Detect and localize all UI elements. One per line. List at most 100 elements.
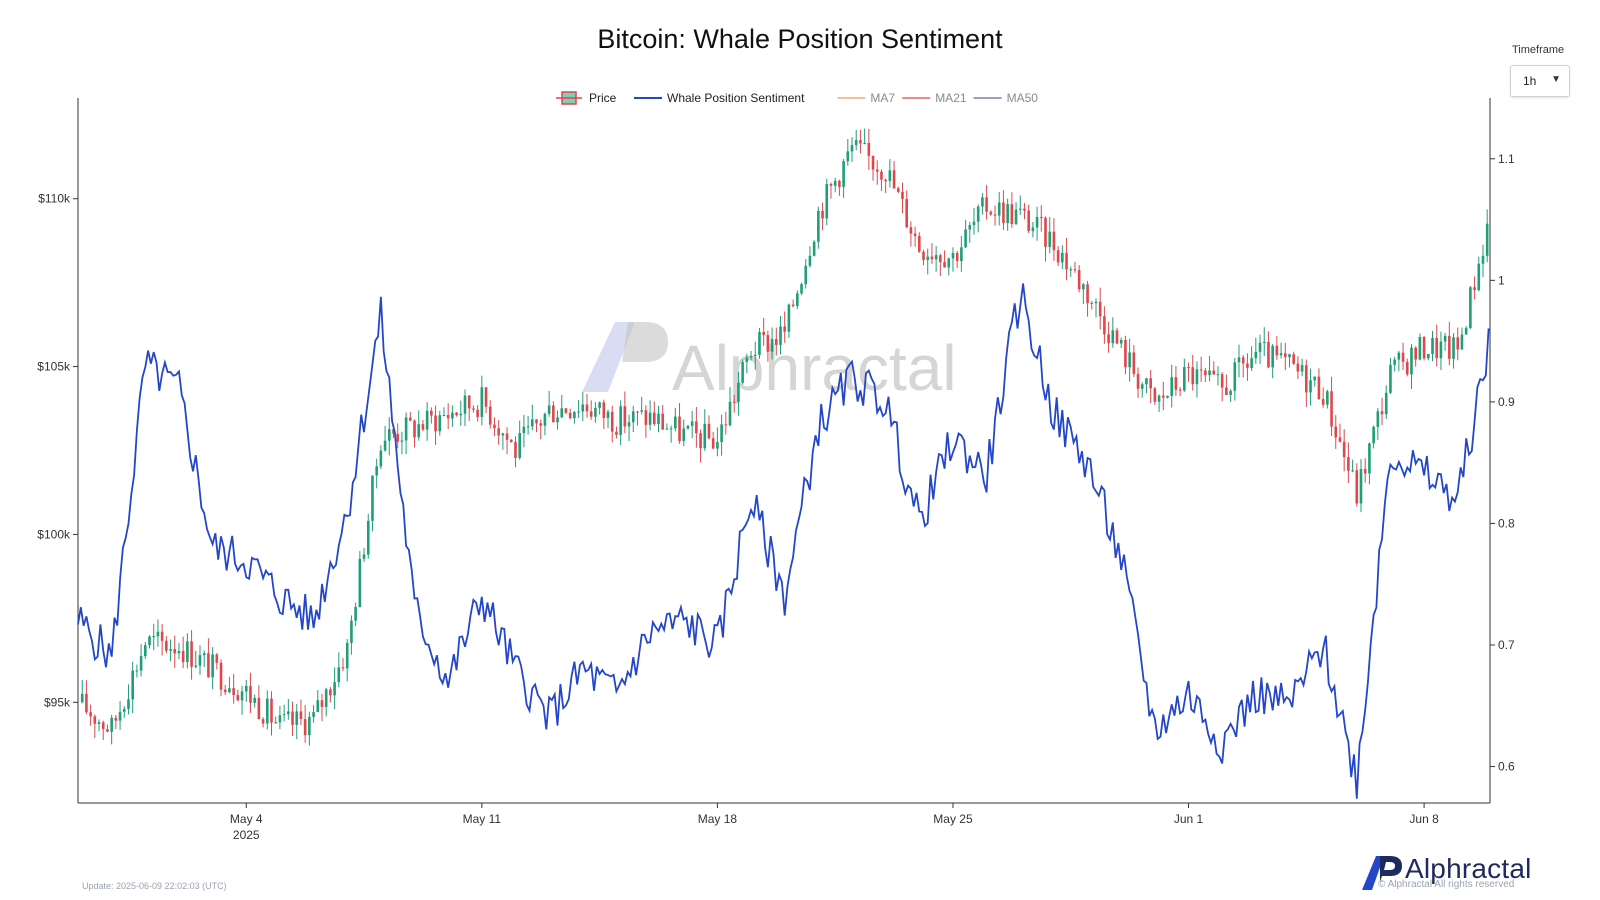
candle-body bbox=[308, 716, 311, 736]
price-candle bbox=[144, 641, 147, 659]
price-candle bbox=[690, 410, 694, 439]
price-candle bbox=[1397, 350, 1401, 372]
candle-body bbox=[97, 722, 101, 724]
price-candle bbox=[308, 711, 311, 746]
price-candle bbox=[1376, 407, 1380, 440]
candle-body bbox=[526, 426, 530, 428]
price-candle bbox=[556, 410, 559, 430]
price-candle bbox=[732, 394, 736, 413]
price-candle bbox=[606, 409, 610, 429]
price-candle bbox=[383, 425, 387, 452]
price-candle bbox=[493, 417, 496, 437]
candle-body bbox=[249, 685, 252, 703]
sentiment-line bbox=[77, 283, 1490, 799]
price-candle bbox=[602, 399, 606, 429]
x-tick-label: May 4 bbox=[230, 812, 263, 826]
candle-body bbox=[556, 417, 559, 423]
price-candle bbox=[770, 327, 774, 360]
price-candle bbox=[1187, 362, 1190, 382]
candle-body bbox=[850, 145, 854, 152]
candle-body bbox=[1212, 370, 1216, 375]
price-candle bbox=[547, 390, 551, 417]
candle-body bbox=[1157, 395, 1161, 402]
candle-body bbox=[695, 421, 698, 434]
candle-body bbox=[1225, 387, 1228, 395]
price-candle bbox=[177, 642, 181, 660]
candle-body bbox=[345, 642, 349, 669]
price-candle bbox=[459, 400, 463, 426]
candle-body bbox=[1052, 231, 1056, 251]
candle-body bbox=[232, 688, 235, 696]
price-candle bbox=[568, 408, 572, 420]
price-candle bbox=[1296, 356, 1300, 380]
candle-body bbox=[295, 711, 299, 725]
price-candle bbox=[926, 248, 930, 275]
price-candle bbox=[476, 405, 479, 422]
price-candle bbox=[421, 420, 425, 432]
price-candle bbox=[1355, 463, 1359, 507]
price-candle bbox=[535, 419, 538, 433]
timeframe-select[interactable]: 1h ▼ bbox=[1510, 65, 1570, 97]
price-candle bbox=[943, 250, 946, 268]
x-tick-sublabel: 2025 bbox=[233, 828, 260, 842]
x-tick-label: Jun 1 bbox=[1174, 812, 1204, 826]
candle-body bbox=[896, 188, 900, 192]
candle-body bbox=[1380, 411, 1384, 415]
price-candle bbox=[968, 221, 972, 243]
price-candle bbox=[1405, 358, 1409, 377]
price-candle bbox=[202, 650, 206, 667]
price-candle bbox=[278, 705, 282, 730]
price-candle bbox=[366, 513, 370, 559]
price-candle bbox=[1368, 442, 1371, 485]
price-candle bbox=[1233, 357, 1237, 401]
candle-body bbox=[842, 161, 845, 187]
y-right-tick-label: 0.7 bbox=[1498, 638, 1515, 652]
legend-label: MA21 bbox=[935, 91, 967, 105]
price-candle bbox=[1448, 321, 1451, 366]
candle-body bbox=[1376, 411, 1380, 427]
price-candle bbox=[387, 417, 391, 456]
price-candle bbox=[282, 704, 286, 722]
price-candle bbox=[610, 405, 614, 443]
candle-body bbox=[1086, 284, 1089, 303]
candle-body bbox=[1111, 330, 1115, 344]
candle-body bbox=[1279, 353, 1283, 356]
candle-body bbox=[383, 440, 387, 451]
price-candle bbox=[249, 672, 252, 713]
price-candle bbox=[560, 394, 564, 418]
candle-body bbox=[110, 717, 113, 732]
price-candle bbox=[833, 177, 837, 193]
price-candle bbox=[1401, 342, 1405, 370]
price-candle bbox=[989, 210, 993, 216]
candle-body bbox=[194, 665, 198, 667]
candle-body bbox=[362, 554, 366, 559]
price-candle bbox=[1027, 204, 1030, 233]
candle-body bbox=[1098, 301, 1102, 317]
candle-body bbox=[863, 142, 866, 144]
candle-body bbox=[939, 255, 942, 263]
price-candle bbox=[1334, 415, 1338, 449]
candle-body bbox=[581, 404, 585, 412]
candle-body bbox=[1456, 337, 1460, 350]
price-candle bbox=[1018, 195, 1022, 215]
candle-body bbox=[1262, 341, 1266, 343]
candle-body bbox=[779, 326, 782, 345]
price-candle bbox=[345, 638, 349, 682]
candle-body bbox=[1103, 316, 1106, 335]
sentiment-series bbox=[77, 283, 1490, 799]
price-candle bbox=[80, 679, 84, 704]
candle-body bbox=[564, 408, 568, 413]
price-candle bbox=[1145, 377, 1148, 394]
price-candle bbox=[1115, 327, 1119, 345]
candle-body bbox=[1237, 357, 1241, 363]
timeframe-value: 1h bbox=[1523, 74, 1537, 88]
candle-body bbox=[139, 656, 143, 671]
candle-body bbox=[223, 689, 227, 693]
price-candle bbox=[850, 137, 854, 163]
candle-body bbox=[1338, 437, 1342, 442]
candle-body bbox=[943, 262, 946, 268]
candle-body bbox=[324, 689, 328, 707]
price-candle bbox=[501, 432, 505, 450]
price-candle bbox=[720, 414, 723, 456]
candle-body bbox=[476, 409, 479, 417]
